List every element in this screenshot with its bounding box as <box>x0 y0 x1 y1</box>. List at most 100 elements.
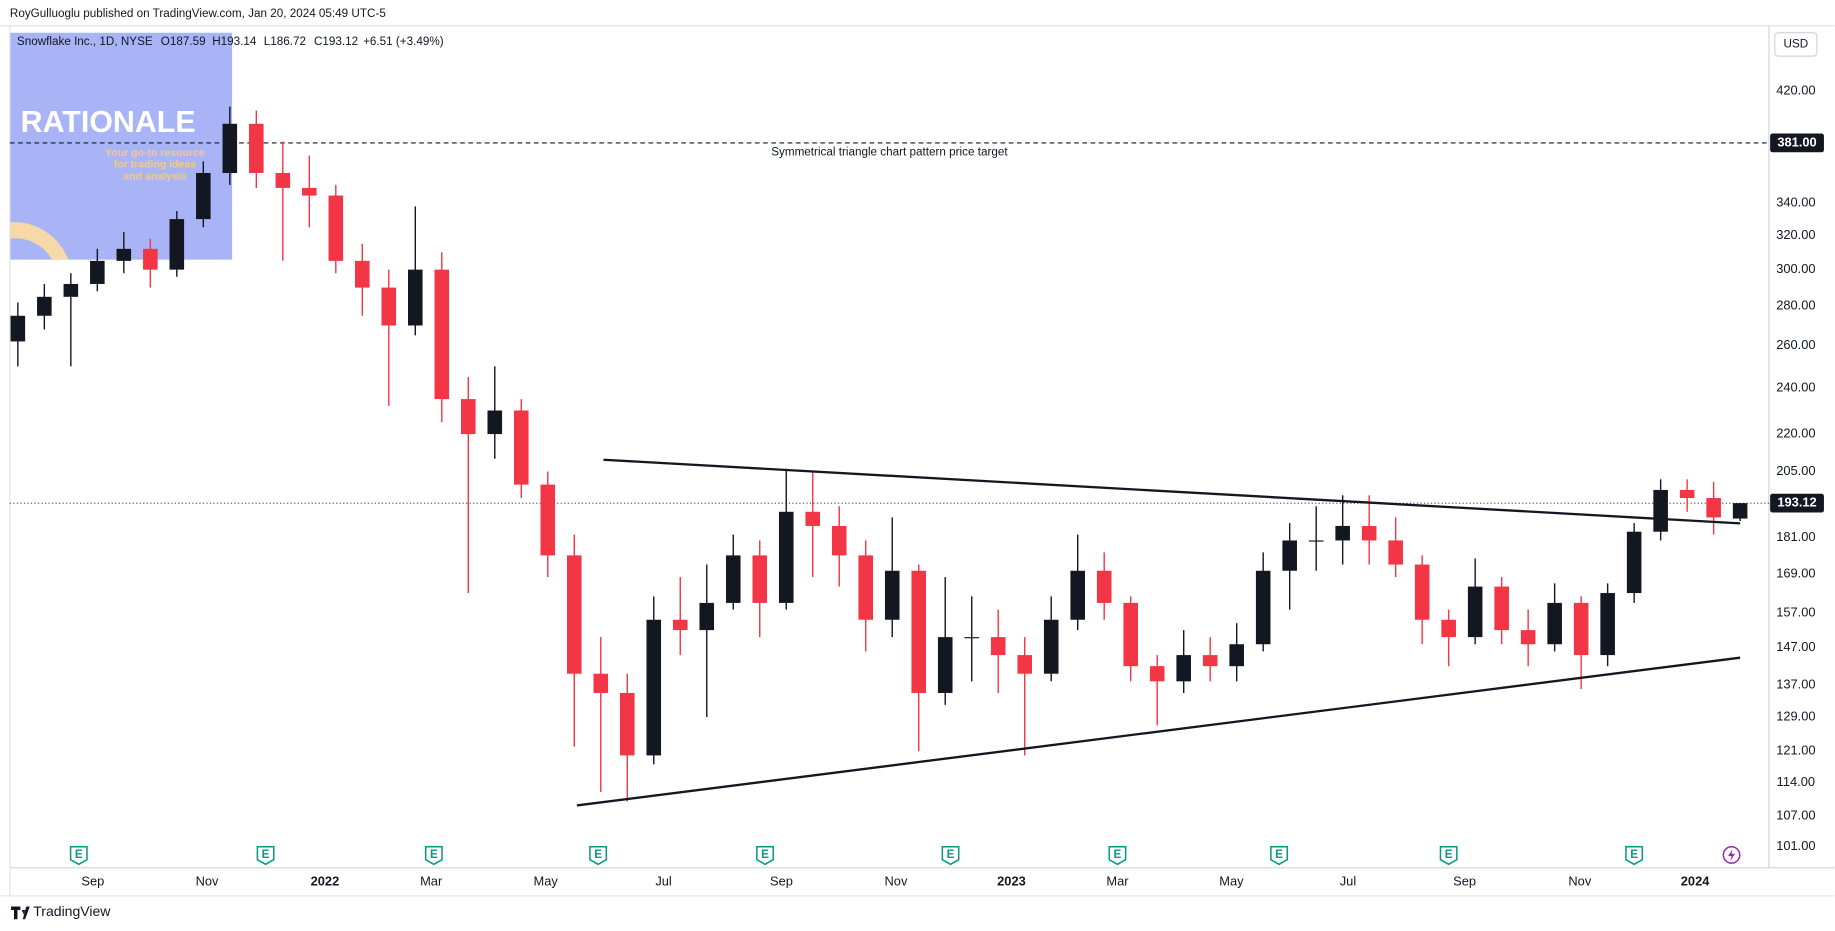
y-tick-label: 280.00 <box>1776 298 1815 313</box>
x-tick-label: Sep <box>770 873 793 888</box>
earnings-label: E <box>1445 848 1453 861</box>
candle-body <box>434 269 450 400</box>
candle-body <box>672 619 688 631</box>
y-tick-label: 420.00 <box>1776 83 1815 98</box>
x-tick-label: Sep <box>81 873 104 888</box>
alert-icon[interactable] <box>1722 846 1741 864</box>
alert-bolt[interactable] <box>1728 849 1736 861</box>
currency-button[interactable] <box>1774 32 1818 57</box>
earnings-marker <box>1108 846 1127 866</box>
y-tick-label: 157.00 <box>1776 604 1815 619</box>
x-tick-label: 2023 <box>997 873 1026 888</box>
price-label-box <box>1770 493 1824 513</box>
x-tick-label: Sep <box>1453 873 1476 888</box>
x-tick-label: 2022 <box>311 873 340 888</box>
y-tick-label: 240.00 <box>1776 379 1815 394</box>
candle-body <box>805 511 821 526</box>
candle-body <box>355 260 370 288</box>
watermark-title: RATIONALE <box>21 105 196 139</box>
trendline <box>603 458 1741 525</box>
candle-body <box>90 260 105 284</box>
price-label-box <box>1770 133 1824 153</box>
y-tick-label: 137.00 <box>1776 677 1815 692</box>
watermark-line: for trading ideas <box>114 159 197 171</box>
earnings-marker <box>1270 846 1289 866</box>
x-tick-label: Nov <box>885 873 908 888</box>
ohlc-change: +6.51 (+3.49%) <box>363 35 444 48</box>
candle-body <box>1335 525 1350 541</box>
y-tick-label: 181.00 <box>1776 529 1815 544</box>
candle-body <box>858 555 874 620</box>
x-tick-label: Jul <box>655 873 671 888</box>
candle-body <box>116 248 132 261</box>
watermark-line: and analysis <box>123 170 186 182</box>
candle-body <box>1282 540 1297 571</box>
earnings-label: E <box>594 848 602 861</box>
candle-body <box>1176 655 1191 682</box>
ohlc-open: O187.59 <box>161 35 206 48</box>
candle-body <box>1388 540 1403 565</box>
candle-body <box>328 195 344 261</box>
x-tick-label: Mar <box>1106 873 1129 888</box>
candle-body <box>593 673 609 693</box>
y-tick-label: 205.00 <box>1776 463 1815 478</box>
y-tick-label: 220.00 <box>1776 425 1815 440</box>
candle-body <box>169 219 185 270</box>
candle-body <box>1467 586 1483 638</box>
candle-body <box>725 555 741 603</box>
candle-body <box>1202 655 1218 667</box>
candle-body <box>381 287 397 326</box>
target-text: Symmetrical triangle chart pattern price… <box>771 145 1008 158</box>
watermark-arc <box>9 222 69 260</box>
y-tick-label: 101.00 <box>1776 838 1815 853</box>
candle-body <box>646 619 662 756</box>
candle-body <box>1547 602 1562 645</box>
candle-body <box>513 410 529 485</box>
earnings-marker <box>941 846 960 866</box>
earnings-marker <box>69 846 88 866</box>
candle-body <box>196 172 211 220</box>
candle-body <box>1679 489 1695 499</box>
earnings-label: E <box>262 848 270 861</box>
ohlc-low: L186.72 <box>264 35 306 48</box>
candle-body <box>222 123 238 173</box>
price-label: 381.00 <box>1777 134 1816 149</box>
candle-body <box>460 399 476 435</box>
candle-body <box>884 570 900 620</box>
y-tick-label: 121.00 <box>1776 742 1815 757</box>
candle-body <box>1494 586 1509 631</box>
footer-logo: TradingView <box>11 903 111 920</box>
earnings-marker <box>589 846 608 866</box>
earnings-label: E <box>1114 848 1122 861</box>
y-tick-label: 260.00 <box>1776 337 1815 352</box>
y-tick-label: 169.00 <box>1776 565 1815 580</box>
x-tick-label: May <box>534 873 559 888</box>
x-tick-label: Jul <box>1340 873 1356 888</box>
y-tick-label: 107.00 <box>1776 808 1815 823</box>
candle-body <box>1706 498 1721 518</box>
candle-body <box>1070 570 1085 620</box>
candle-body <box>143 248 158 270</box>
y-tick-label: 114.00 <box>1777 774 1815 789</box>
candle-body <box>1043 619 1059 674</box>
earnings-marker <box>424 846 443 866</box>
earnings-label: E <box>1275 848 1283 861</box>
candle-body <box>1626 531 1642 594</box>
footer-brand: TradingView <box>33 903 111 919</box>
currency[interactable]: USD <box>1784 38 1809 51</box>
x-tick-label: Nov <box>196 873 219 888</box>
candle-body <box>1229 644 1244 667</box>
candle-body <box>566 555 582 674</box>
candle-body <box>699 602 715 631</box>
y-tick-label: 300.00 <box>1776 261 1815 276</box>
earnings-label: E <box>761 848 769 861</box>
earnings-label: E <box>75 848 83 861</box>
candle-body <box>1123 602 1138 667</box>
candle-body <box>619 692 635 756</box>
candle-body <box>302 187 317 196</box>
candle-body <box>10 315 26 342</box>
candle-body <box>1653 489 1668 532</box>
candle-body <box>937 637 953 693</box>
logo-icon <box>11 906 30 920</box>
